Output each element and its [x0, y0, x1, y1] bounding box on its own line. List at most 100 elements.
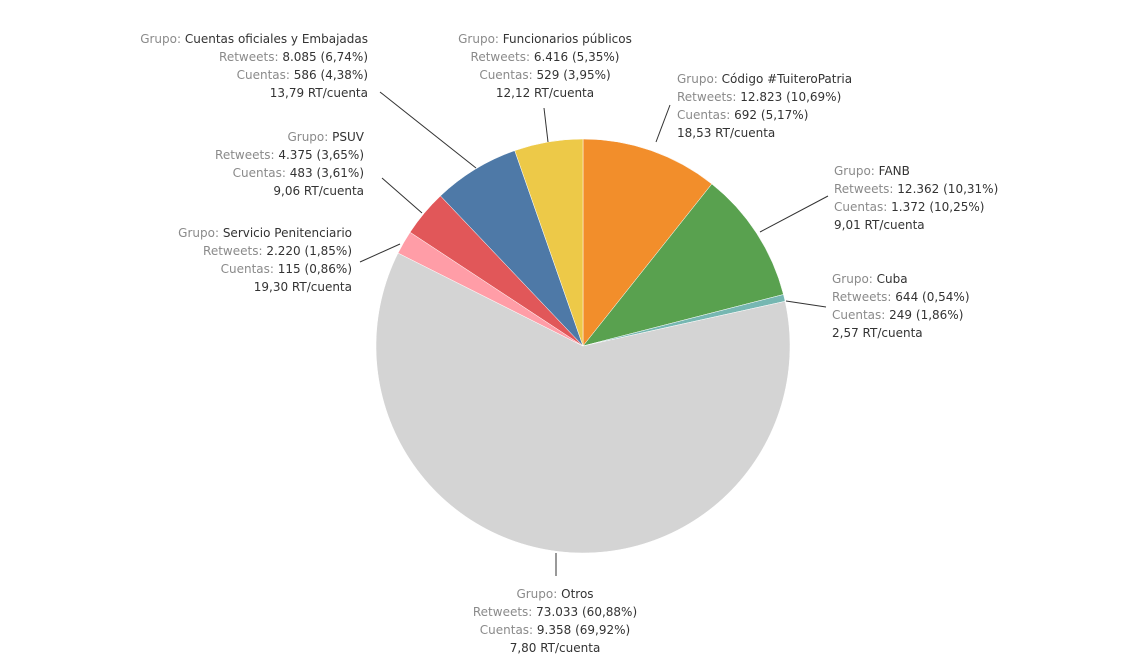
retweets-pct: (10,69%) [786, 90, 842, 104]
label-retweets: Retweets: 2.220 (1,85%) [178, 242, 352, 260]
cuentas-pct: (69,92%) [575, 623, 631, 637]
grupo-value: PSUV [332, 130, 364, 144]
pie-slice-0[interactable] [582, 138, 713, 347]
retweets-value: 2.220 [266, 244, 301, 258]
retweets-pct: (60,88%) [582, 605, 638, 619]
cuentas-key: Cuentas: [677, 108, 731, 122]
leader-line-2 [785, 300, 827, 308]
retweets-key: Retweets: [472, 605, 533, 619]
slice-label-6: Grupo: Cuentas oficiales y Embajadas Retw… [140, 30, 368, 102]
label-retweets: Retweets: 644 (0,54%) [832, 288, 970, 306]
rt-por-cuenta: 9,06 RT/cuenta [273, 184, 364, 198]
label-retweets: Retweets: 4.375 (3,65%) [215, 146, 364, 164]
cuentas-key: Cuentas: [479, 68, 533, 82]
leader-line-5 [381, 177, 423, 214]
grupo-value: Cuentas oficiales y Embajadas [184, 32, 368, 46]
retweets-key: Retweets: [677, 90, 737, 104]
cuentas-key: Cuentas: [479, 623, 534, 637]
grupo-key: Grupo: [287, 130, 329, 144]
label-grupo: Grupo: Cuentas oficiales y Embajadas [140, 30, 368, 48]
label-cuentas: Cuentas: 115 (0,86%) [178, 260, 352, 278]
leader-line-7 [543, 107, 549, 143]
rt-por-cuenta: 13,79 RT/cuenta [269, 86, 368, 100]
cuentas-value: 529 [536, 68, 560, 82]
retweets-key: Retweets: [470, 50, 530, 64]
label-cuentas: Cuentas: 1.372 (10,25%) [834, 198, 998, 216]
retweets-pct: (0,54%) [922, 290, 970, 304]
cuentas-pct: (4,38%) [320, 68, 368, 82]
cuentas-key: Cuentas: [232, 166, 286, 180]
grupo-key: Grupo: [178, 226, 219, 240]
label-cuentas: Cuentas: 9.358 (69,92%) [473, 621, 637, 639]
cuentas-value: 1.372 [891, 200, 926, 214]
label-retweets: Retweets: 12.362 (10,31%) [834, 180, 998, 198]
retweets-key: Retweets: [215, 148, 275, 162]
grupo-value: Otros [561, 587, 594, 601]
label-retweets: Retweets: 73.033 (60,88%) [473, 603, 637, 621]
retweets-pct: (6,74%) [320, 50, 368, 64]
grupo-value: FANB [878, 164, 910, 178]
cuentas-value: 692 [734, 108, 758, 122]
cuentas-pct: (3,95%) [563, 68, 611, 82]
pie-slice-3[interactable] [375, 252, 791, 554]
grupo-value: Funcionarios públicos [502, 32, 632, 46]
pie-slice-1[interactable] [582, 183, 784, 347]
retweets-value: 644 [895, 290, 919, 304]
retweets-key: Retweets: [203, 244, 263, 258]
label-retweets: Retweets: 12.823 (10,69%) [677, 88, 852, 106]
retweets-key: Retweets: [832, 290, 892, 304]
cuentas-key: Cuentas: [220, 262, 274, 276]
rt-por-cuenta: 19,30 RT/cuenta [253, 280, 352, 294]
retweets-pct: (3,65%) [316, 148, 364, 162]
grupo-value: Cuba [876, 272, 908, 286]
label-grupo: Grupo: FANB [834, 162, 998, 180]
rt-por-cuenta: 2,57 RT/cuenta [832, 326, 923, 340]
label-grupo: Grupo: Cuba [832, 270, 970, 288]
retweets-value: 6.416 [533, 50, 569, 64]
label-cuentas: Cuentas: 586 (4,38%) [140, 66, 368, 84]
cuentas-value: 9.358 [536, 623, 572, 637]
retweets-pct: (10,31%) [943, 182, 999, 196]
leader-line-6 [379, 91, 477, 169]
rt-por-cuenta: 9,01 RT/cuenta [834, 218, 925, 232]
grupo-key: Grupo: [516, 587, 558, 601]
slice-label-7: Grupo: Funcionarios públicos Retweets: 6.… [458, 30, 632, 102]
label-cuentas: Cuentas: 529 (3,95%) [458, 66, 632, 84]
grupo-key: Grupo: [677, 72, 718, 86]
rt-por-cuenta: 7,80 RT/cuenta [509, 641, 601, 655]
label-grupo: Grupo: Servicio Penitenciario [178, 224, 352, 242]
slice-label-0: Grupo: Código #TuiteroPatria Retweets: 12… [677, 70, 852, 142]
label-cuentas: Cuentas: 483 (3,61%) [215, 164, 364, 182]
label-grupo: Grupo: Funcionarios públicos [458, 30, 632, 48]
retweets-key: Retweets: [834, 182, 894, 196]
label-grupo: Grupo: Otros [473, 585, 637, 603]
cuentas-pct: (0,86%) [304, 262, 352, 276]
slice-label-4: Grupo: Servicio Penitenciario Retweets: 2… [178, 224, 352, 296]
cuentas-pct: (3,61%) [316, 166, 364, 180]
label-grupo: Grupo: Código #TuiteroPatria [677, 70, 852, 88]
slice-label-5: Grupo: PSUV Retweets: 4.375 (3,65%) Cuenta… [215, 128, 364, 200]
slice-label-3: Grupo: Otros Retweets: 73.033 (60,88%) Cue… [473, 585, 637, 657]
cuentas-key: Cuentas: [834, 200, 888, 214]
cuentas-pct: (5,17%) [760, 108, 809, 122]
label-retweets: Retweets: 6.416 (5,35%) [458, 48, 632, 66]
grupo-value: Código #TuiteroPatria [721, 72, 853, 86]
cuentas-value: 249 [889, 308, 913, 322]
label-cuentas: Cuentas: 692 (5,17%) [677, 106, 852, 124]
cuentas-value: 483 [289, 166, 313, 180]
retweets-value: 8.085 [282, 50, 317, 64]
retweets-pct: (1,85%) [304, 244, 352, 258]
cuentas-pct: (10,25%) [929, 200, 985, 214]
grupo-key: Grupo: [458, 32, 499, 46]
grupo-value: Servicio Penitenciario [222, 226, 352, 240]
grupo-key: Grupo: [140, 32, 182, 46]
leader-line-1 [759, 195, 829, 233]
cuentas-value: 586 [293, 68, 317, 82]
retweets-pct: (5,35%) [572, 50, 620, 64]
leader-line-4 [359, 243, 401, 263]
slice-label-2: Grupo: Cuba Retweets: 644 (0,54%) Cuentas:… [832, 270, 970, 342]
label-retweets: Retweets: 8.085 (6,74%) [140, 48, 368, 66]
retweets-value: 12.823 [740, 90, 783, 104]
retweets-value: 4.375 [278, 148, 313, 162]
